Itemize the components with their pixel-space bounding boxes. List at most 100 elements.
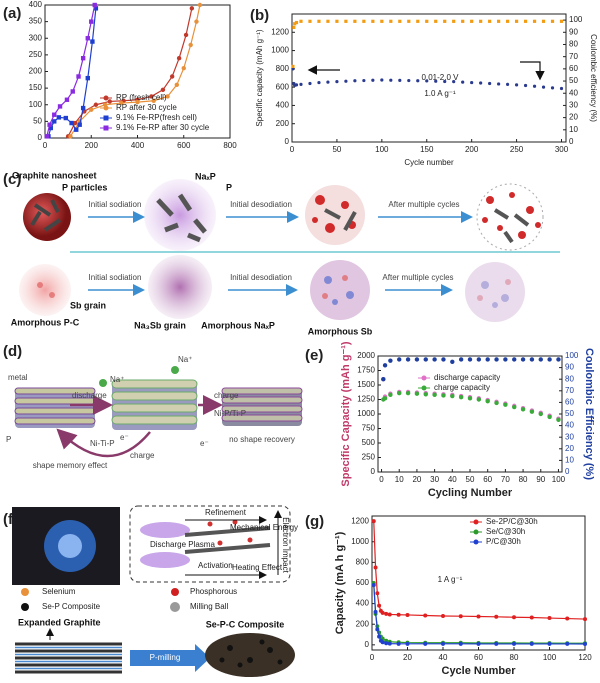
shape [164,222,179,233]
label: Initial sodiation [89,200,142,209]
shape [267,647,273,653]
marker [514,19,519,23]
marker [467,396,473,401]
shape [482,217,488,223]
plasma [140,552,190,568]
marker [291,64,295,69]
particle [148,255,212,319]
marker [506,19,510,23]
x-tick-label: 0 [290,145,295,154]
dots [207,519,253,546]
shape [247,537,253,543]
y2-tick-label: 100 [565,351,579,360]
marker [72,120,78,126]
legend-marker [421,375,427,381]
marker [450,359,455,364]
shape [37,282,43,288]
shape [156,198,174,217]
marker [529,409,535,414]
y-tick-label: 0 [285,137,290,146]
marker [529,615,534,620]
marker [371,78,375,82]
shape [43,218,62,232]
marker [294,83,299,87]
legend-label: P/C@30h [486,537,521,546]
y-tick-label: 800 [276,64,290,73]
shape [518,231,526,239]
shape [486,196,494,204]
marker [398,19,402,23]
label: Initial desodiation [230,200,292,209]
marker [362,78,366,83]
y2-tick-label: 10 [569,125,578,134]
marker [344,79,348,83]
ion [171,366,179,374]
label: charge [130,451,155,460]
x-tick-label: 50 [332,145,341,154]
marker [48,125,53,131]
y2-tick-label: 20 [565,444,574,453]
inset-box [129,505,291,583]
x-tick-label: 60 [474,653,483,662]
marker [485,357,490,362]
legend-marker [171,588,179,596]
marker [470,19,474,23]
shape [520,61,545,81]
shape [227,645,233,651]
x-tick-label: 200 [465,145,479,154]
marker [90,39,95,44]
rods [30,199,62,232]
marker [389,78,393,82]
marker [443,79,447,84]
marker [414,391,420,396]
y-axis-label: Specific Capacity (mAh g⁻¹) [340,341,352,487]
panel-d: (d) metal P Na⁺ Na⁺ discharge charge Ni-… [3,343,303,470]
particle [310,260,370,320]
marker [479,19,483,23]
x-tick-label: 100 [375,145,389,154]
x-tick-label: 400 [131,141,145,150]
marker [416,79,420,83]
x-axis-label: Cycle number [404,158,454,167]
marker [565,616,570,621]
marker [85,36,90,41]
marker [407,78,411,83]
x-tick-label: 80 [519,475,528,484]
marker [294,20,299,25]
y-tick-label: 150 [29,83,43,92]
series-line [373,521,586,620]
y-tick-label: 1000 [271,46,289,55]
marker [488,81,492,86]
graphite [15,642,122,674]
annotation: 1.0 A g⁻¹ [424,89,456,98]
y2-tick-label: 50 [565,409,574,418]
label: Mechanical Energy [230,523,298,532]
marker [293,22,297,26]
marker [174,82,180,88]
x-tick-label: 70 [501,475,510,484]
y2-axis-label: Coulombic efficiency (%) [589,34,598,122]
marker [387,641,392,646]
label: Amorphous NaₓP [201,320,275,330]
marker [452,80,456,84]
y-tick-label: 750 [362,424,376,433]
legend-label: Se-P Composite [42,602,101,611]
marker [441,641,445,646]
marker [135,99,140,105]
dots [219,639,283,668]
legend-marker [103,125,109,131]
legend-label: discharge capacity [434,373,500,382]
legend-marker [170,602,180,612]
y-tick-label: 0 [365,640,370,649]
marker [441,393,446,398]
plot-frame [291,13,567,143]
particle [476,183,544,251]
marker [151,98,156,103]
marker [458,394,464,400]
marker [547,616,552,621]
marker [326,80,330,84]
marker [512,357,517,362]
shape [535,222,541,228]
marker [56,115,62,120]
label: Initial sodiation [89,273,142,282]
